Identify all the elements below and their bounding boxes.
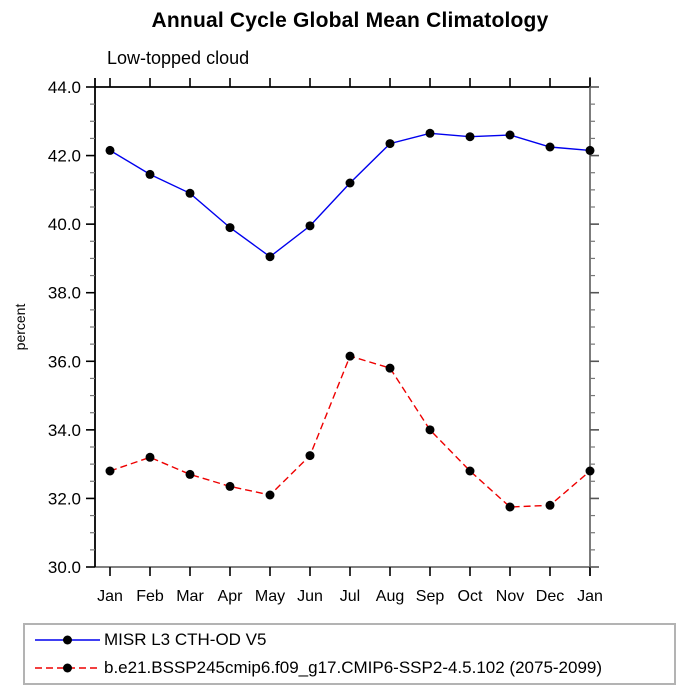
data-point-marker	[585, 466, 595, 476]
x-tick-label: May	[255, 588, 285, 605]
legend-symbol-dashed-line-dot-icon	[35, 663, 100, 673]
data-point-marker	[225, 481, 235, 491]
data-point-marker	[265, 490, 275, 500]
legend-marker	[63, 663, 72, 673]
x-tick-label: Sep	[416, 588, 445, 605]
plot-area: Jan Feb Mar Apr May Jun Jul Aug Sep Oct Nov Dec Jan 4…	[12, 77, 603, 605]
legend-marker	[63, 635, 72, 645]
data-point-marker	[305, 221, 315, 231]
chart-subtitle: Low-topped cloud	[107, 48, 250, 68]
data-point-marker	[105, 466, 115, 476]
data-point-marker	[505, 130, 515, 140]
data-point-marker	[145, 169, 155, 179]
chart-title: Annual Cycle Global Mean Climatology	[151, 9, 549, 32]
data-point-marker	[385, 363, 395, 373]
legend-item-misr: MISR L3 CTH-OD V5	[30, 626, 674, 654]
y-tick-label: 44.0	[48, 78, 81, 97]
data-point-marker	[345, 351, 355, 361]
data-point-marker	[105, 145, 115, 155]
legend: MISR L3 CTH-OD V5 b.e21.BSSP245cmip6.f09…	[23, 623, 676, 685]
legend-label-model: b.e21.BSSP245cmip6.f09_g17.CMIP6-SSP2-4.…	[104, 658, 603, 677]
x-tick-label: Feb	[136, 588, 164, 605]
x-tick-label: Dec	[536, 588, 564, 605]
x-tick-label: Mar	[176, 588, 204, 605]
data-point-marker	[385, 139, 395, 149]
data-point-marker	[545, 142, 555, 152]
data-point-marker	[465, 466, 475, 476]
legend-label-misr: MISR L3 CTH-OD V5	[104, 630, 267, 649]
x-tick-label: Oct	[458, 588, 483, 605]
data-point-marker	[305, 451, 315, 461]
y-tick-label: 40.0	[48, 215, 81, 234]
data-point-marker	[505, 502, 515, 512]
y-tick-label: 32.0	[48, 489, 81, 508]
series-line-0	[109, 132, 591, 258]
y-axis-label: percent	[12, 304, 28, 351]
data-point-marker	[185, 188, 195, 198]
data-point-marker	[185, 469, 195, 479]
data-point-marker	[225, 223, 235, 233]
y-tick-label: 38.0	[48, 284, 81, 303]
data-point-marker	[265, 252, 275, 262]
y-tick-label: 42.0	[48, 147, 81, 166]
series-line-1	[109, 355, 591, 508]
data-point-marker	[145, 452, 155, 462]
x-tick-label: Aug	[376, 588, 404, 605]
data-point-marker	[465, 132, 475, 142]
data-point-marker	[425, 128, 435, 138]
y-tick-label: 30.0	[48, 558, 81, 577]
x-tick-label: Jun	[297, 588, 323, 605]
y-tick-label: 36.0	[48, 352, 81, 371]
x-tick-label: Jul	[340, 588, 360, 605]
x-tick-label: Nov	[496, 588, 524, 605]
legend-symbol-solid-line-dot-icon	[35, 635, 100, 645]
x-tick-label: Jan	[577, 588, 603, 605]
data-point-marker	[345, 178, 355, 188]
x-tick-label: Apr	[218, 588, 244, 605]
x-tick-label: Jan	[97, 588, 123, 605]
data-point-marker	[545, 500, 555, 510]
data-point-marker	[585, 145, 595, 155]
y-tick-label: 34.0	[48, 421, 81, 440]
data-point-marker	[425, 425, 435, 435]
legend-item-model: b.e21.BSSP245cmip6.f09_g17.CMIP6-SSP2-4.…	[30, 654, 674, 682]
